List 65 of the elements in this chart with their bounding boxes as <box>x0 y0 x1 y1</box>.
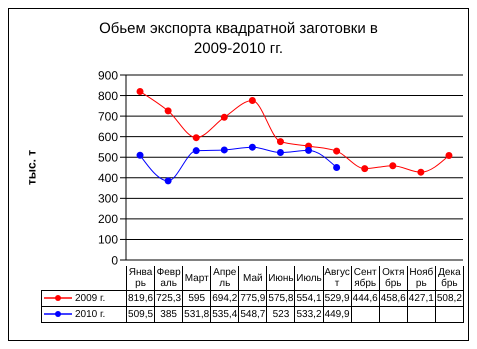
x-tick-label: Май <box>238 266 267 290</box>
y-tick-label: 900 <box>98 68 118 82</box>
point <box>248 144 256 151</box>
data-label: 458,6 <box>379 290 408 306</box>
x-tick-label: Сентябрь <box>351 266 380 290</box>
data-label: 819,6 <box>126 290 155 306</box>
y-tick-label: 300 <box>98 192 118 206</box>
y-tick-label: 100 <box>98 232 118 247</box>
data-label: 725,3 <box>154 290 183 306</box>
point <box>361 165 368 172</box>
y-tick-label: 400 <box>98 171 118 186</box>
point <box>389 162 396 170</box>
data-label: 427,1 <box>407 290 436 306</box>
y-axis-title: тыс. т <box>24 150 38 186</box>
data-label: 575,8 <box>266 290 295 306</box>
chart-title: Обьем экспорта квадратной заготовки в 2009-2010 гг. <box>98 19 379 59</box>
data-label: 694,2 <box>210 290 239 306</box>
y-tick-label: 200 <box>98 212 118 226</box>
point <box>276 148 284 156</box>
data-label: 529,9 <box>323 290 352 306</box>
point <box>333 148 340 155</box>
legend-label: 2010 г. <box>42 306 126 322</box>
x-tick-label: Январь <box>126 266 155 290</box>
data-label: 449,9 <box>323 306 352 322</box>
x-tick-label: Декабрь <box>435 266 464 290</box>
point <box>220 146 228 154</box>
x-tick-label: Март <box>182 266 211 290</box>
point <box>164 107 172 114</box>
data-label: 523 <box>266 306 295 322</box>
x-tick-label: Август <box>323 266 352 290</box>
x-tick-label: Апрель <box>210 266 239 290</box>
point <box>276 138 284 146</box>
point <box>305 146 312 154</box>
point <box>248 97 256 104</box>
y-tick-label: 800 <box>98 88 118 103</box>
point <box>136 152 144 159</box>
point <box>417 168 424 176</box>
data-label: 444,6 <box>351 290 380 306</box>
y-tick-label: 500 <box>98 150 118 164</box>
data-label: 548,7 <box>238 306 267 322</box>
y-tick-label: 700 <box>98 109 118 124</box>
x-tick-label: Июль <box>294 266 324 290</box>
data-label: 595 <box>182 290 211 306</box>
data-label: 385 <box>154 306 183 322</box>
point <box>136 88 144 96</box>
data-label: 533,2 <box>294 306 324 322</box>
x-tick-label: Ноябрь <box>407 266 436 290</box>
data-label: 509,5 <box>126 306 155 322</box>
legend-label: 2009 г. <box>42 290 126 306</box>
x-tick-label: Июнь <box>266 266 295 290</box>
y-tick-label: 600 <box>98 130 118 144</box>
data-label: 531,8 <box>182 306 211 322</box>
data-label: 775,9 <box>238 290 267 306</box>
point <box>192 147 200 154</box>
x-tick-label: Февраль <box>154 266 183 290</box>
point <box>220 114 228 121</box>
x-tick-label: Октябрь <box>379 266 408 290</box>
y-tick-label: 0 <box>111 253 118 268</box>
point <box>192 134 200 142</box>
point <box>445 152 452 160</box>
data-label: 508,2 <box>435 290 464 306</box>
point <box>164 177 172 184</box>
point <box>333 164 340 172</box>
data-label: 554,1 <box>294 290 324 306</box>
data-label: 535,4 <box>210 306 239 322</box>
